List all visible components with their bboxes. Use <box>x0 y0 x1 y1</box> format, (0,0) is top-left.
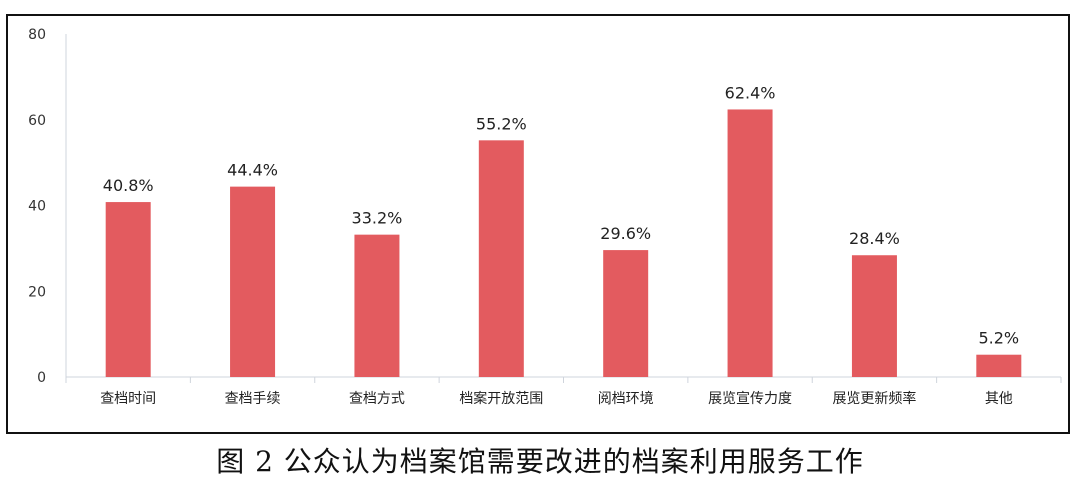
data-label: 29.6% <box>600 224 651 243</box>
bar <box>603 250 649 377</box>
data-label: 44.4% <box>227 161 278 180</box>
bar <box>478 140 524 377</box>
x-tick-label: 查档时间 <box>100 391 156 407</box>
figure-caption: 图 2 公众认为档案馆需要改进的档案利用服务工作 <box>216 445 864 478</box>
bar <box>354 234 400 377</box>
bars <box>105 109 1022 378</box>
data-label: 40.8% <box>103 176 154 195</box>
y-tick-label: 0 <box>37 370 46 386</box>
y-tick-label: 60 <box>28 113 46 129</box>
y-axis: 0 20 40 60 80 <box>28 27 67 386</box>
x-tick-label: 其他 <box>985 391 1013 407</box>
category-labels: 查档时间 查档手续 查档方式 档案开放范围 阅档环境 展览宣传力度 展览更新频率 其他 <box>100 390 1013 407</box>
y-tick-label: 80 <box>28 27 46 43</box>
x-tick-label: 查档方式 <box>349 391 405 407</box>
x-tick-label: 展览更新频率 <box>832 390 916 407</box>
data-label: 62.4% <box>725 83 776 102</box>
x-tick-label: 展览宣传力度 <box>708 391 792 407</box>
bar <box>727 109 773 378</box>
x-axis <box>65 376 1062 383</box>
data-label: 5.2% <box>978 329 1019 348</box>
y-tick-label: 20 <box>28 284 46 300</box>
bar <box>851 255 897 377</box>
data-label: 55.2% <box>476 114 527 133</box>
bar <box>230 186 276 377</box>
y-tick-label: 40 <box>28 199 46 215</box>
bar <box>105 202 151 377</box>
data-label: 28.4% <box>849 229 900 248</box>
bar <box>976 354 1022 377</box>
x-tick-label: 阅档环境 <box>598 391 654 407</box>
data-labels: 40.8% 44.4% 33.2% 55.2% 29.6% 62.4% 28.4% 5.2% <box>103 83 1019 347</box>
x-tick-label: 查档手续 <box>225 390 281 407</box>
data-label: 33.2% <box>352 209 403 228</box>
x-tick-label: 档案开放范围 <box>459 390 543 407</box>
